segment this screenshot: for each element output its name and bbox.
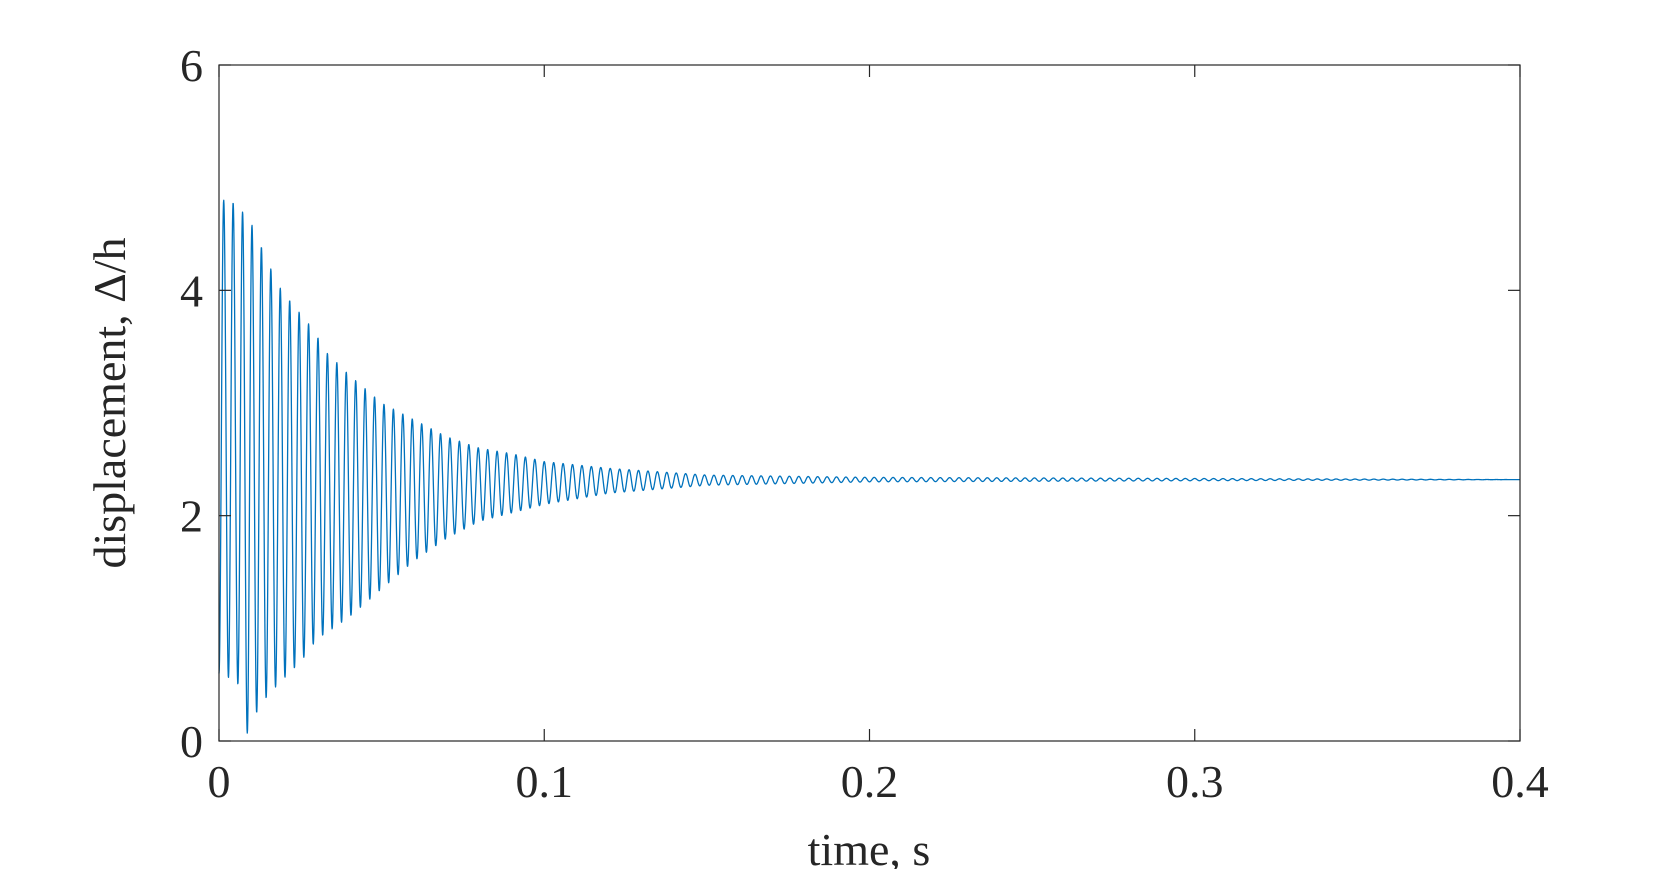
y-tick-label: 4: [180, 265, 203, 316]
x-axis-label: time, s: [808, 824, 931, 869]
y-tick-label: 0: [180, 716, 203, 767]
ticks-layer: 0 0.1 0.2 0.3 0.4 0 2 4 6: [180, 40, 1549, 807]
y-tick-label: 6: [180, 40, 203, 91]
y-tick-label: 2: [180, 491, 203, 542]
x-tick-label: 0.3: [1166, 756, 1224, 807]
series-layer: [218, 199, 1521, 734]
y-axis-label: displacement, Δ/h: [84, 237, 135, 568]
plot-background: [219, 65, 1520, 741]
x-tick-label: 0.2: [841, 756, 899, 807]
x-tick-label: 0: [208, 756, 231, 807]
x-tick-label: 0.1: [516, 756, 574, 807]
x-tick-label: 0.4: [1491, 756, 1549, 807]
series-line-0: [218, 199, 1521, 734]
